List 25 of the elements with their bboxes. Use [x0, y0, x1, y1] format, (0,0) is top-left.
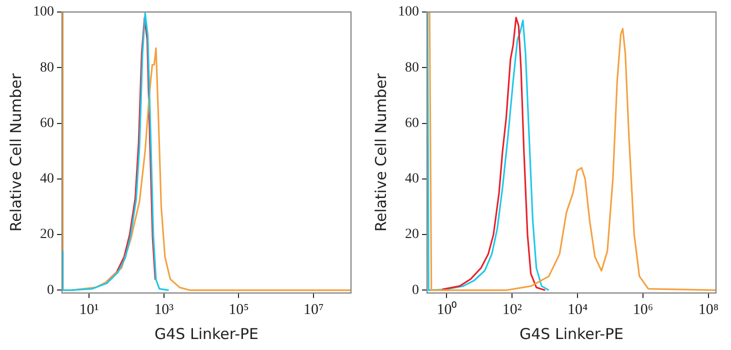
x-axis-title: G4S Linker-PE [519, 324, 624, 343]
x-tick-label: 10⁵ [228, 302, 249, 318]
x-tick-label: 10⁰ [436, 300, 457, 318]
y-tick-label: 100 [398, 4, 419, 20]
x-tick-label: 10¹ [79, 302, 99, 318]
y-tick-label: 20 [40, 227, 54, 242]
x-tick-label: 10² [502, 302, 522, 318]
x-axis-title: G4S Linker-PE [154, 324, 259, 343]
y-axis-title: Relative Cell Number [372, 72, 390, 232]
x-tick-label: 10⁸ [698, 302, 719, 318]
y-tick-label: 40 [40, 172, 54, 187]
y-tick-label: 60 [405, 116, 419, 131]
y-tick-label: 100 [33, 4, 54, 20]
y-tick-label: 40 [405, 172, 419, 187]
y-tick-label: 60 [40, 116, 54, 131]
y-axis-title: Relative Cell Number [6, 72, 25, 232]
y-tick-label: 80 [40, 60, 54, 76]
x-tick-label: 10⁶ [632, 302, 654, 318]
y-tick-label: 80 [405, 60, 419, 76]
x-tick-label: 10³ [154, 302, 174, 318]
x-tick-label: 10⁴ [567, 302, 588, 318]
y-tick-label: 20 [405, 227, 419, 242]
y-tick-label: 0 [47, 282, 54, 298]
y-tick-label: 0 [412, 282, 419, 298]
x-tick-label: 10⁷ [303, 302, 324, 318]
